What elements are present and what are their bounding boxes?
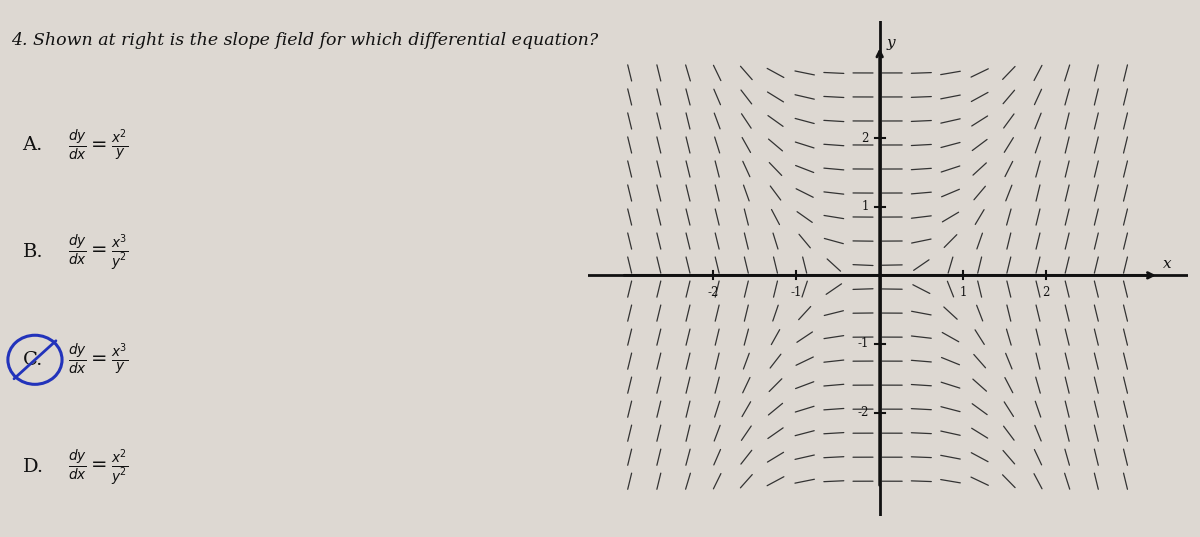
Text: D.: D. [23,458,43,476]
Text: $\frac{dy}{dx} = \frac{x^3}{y^2}$: $\frac{dy}{dx} = \frac{x^3}{y^2}$ [67,233,128,272]
Text: A.: A. [23,136,43,154]
Text: 2: 2 [862,132,869,144]
Text: 4. Shown at right is the slope field for which differential equation?: 4. Shown at right is the slope field for… [11,32,599,49]
Text: -1: -1 [858,337,869,351]
Text: $\frac{dy}{dx} = \frac{x^3}{y}$: $\frac{dy}{dx} = \frac{x^3}{y}$ [67,342,128,378]
Text: 2: 2 [1043,286,1050,299]
Text: x: x [1163,257,1171,271]
Text: y: y [887,37,895,50]
Text: -2: -2 [707,286,719,299]
Text: 1: 1 [862,200,869,213]
Text: C.: C. [23,351,43,369]
Text: $\frac{dy}{dx} = \frac{x^2}{y^2}$: $\frac{dy}{dx} = \frac{x^2}{y^2}$ [67,447,128,487]
Text: 1: 1 [959,286,967,299]
Text: $\frac{dy}{dx} = \frac{x^2}{y}$: $\frac{dy}{dx} = \frac{x^2}{y}$ [67,127,128,163]
Text: -2: -2 [858,406,869,419]
Text: B.: B. [23,243,43,262]
Text: -1: -1 [791,286,802,299]
